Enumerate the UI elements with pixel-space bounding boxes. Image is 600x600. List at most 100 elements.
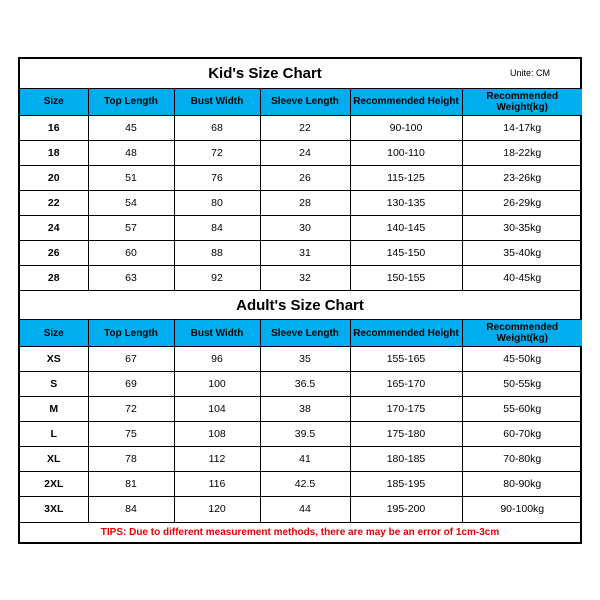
table-cell: 70-80kg bbox=[462, 447, 582, 472]
table-cell: 57 bbox=[88, 215, 174, 240]
table-row: 2XL8111642.5185-19580-90kg bbox=[20, 472, 582, 497]
table-cell: 165-170 bbox=[350, 372, 462, 397]
table-cell: 35 bbox=[260, 347, 350, 372]
table-cell: 42.5 bbox=[260, 472, 350, 497]
table-cell: 16 bbox=[20, 115, 88, 140]
table-row: XL7811241180-18570-80kg bbox=[20, 447, 582, 472]
table-cell: 185-195 bbox=[350, 472, 462, 497]
table-cell: 155-165 bbox=[350, 347, 462, 372]
table-cell: 150-155 bbox=[350, 265, 462, 290]
table-row: 3XL8412044195-20090-100kg bbox=[20, 497, 582, 522]
table-cell: 108 bbox=[174, 422, 260, 447]
table-cell: 36.5 bbox=[260, 372, 350, 397]
table-cell: 96 bbox=[174, 347, 260, 372]
table-cell: 18-22kg bbox=[462, 140, 582, 165]
table-cell: 2XL bbox=[20, 472, 88, 497]
table-cell: 41 bbox=[260, 447, 350, 472]
table-cell: 22 bbox=[260, 115, 350, 140]
table-cell: 195-200 bbox=[350, 497, 462, 522]
table-cell: 50-55kg bbox=[462, 372, 582, 397]
table-cell: 14-17kg bbox=[462, 115, 582, 140]
table-cell: 28 bbox=[260, 190, 350, 215]
table-cell: 20 bbox=[20, 165, 88, 190]
table-cell: 39.5 bbox=[260, 422, 350, 447]
table-cell: 45-50kg bbox=[462, 347, 582, 372]
table-cell: 18 bbox=[20, 140, 88, 165]
table-cell: M bbox=[20, 397, 88, 422]
table-cell: 80-90kg bbox=[462, 472, 582, 497]
table-cell: 35-40kg bbox=[462, 240, 582, 265]
table-row: S6910036.5165-17050-55kg bbox=[20, 372, 582, 397]
table-cell: 170-175 bbox=[350, 397, 462, 422]
table-cell: 90-100kg bbox=[462, 497, 582, 522]
table-cell: 28 bbox=[20, 265, 88, 290]
col-header: Top Length bbox=[88, 89, 174, 116]
table-cell: 40-45kg bbox=[462, 265, 582, 290]
table-cell: 24 bbox=[20, 215, 88, 240]
table-cell: 112 bbox=[174, 447, 260, 472]
table-cell: 26 bbox=[20, 240, 88, 265]
table-cell: 81 bbox=[88, 472, 174, 497]
table-cell: 90-100 bbox=[350, 115, 462, 140]
adults-table: Size Top Length Bust Width Sleeve Length… bbox=[20, 320, 582, 522]
table-cell: 68 bbox=[174, 115, 260, 140]
table-cell: 72 bbox=[174, 140, 260, 165]
table-row: 24578430140-14530-35kg bbox=[20, 215, 582, 240]
kids-header-row: Size Top Length Bust Width Sleeve Length… bbox=[20, 89, 582, 116]
table-cell: 69 bbox=[88, 372, 174, 397]
table-cell: 175-180 bbox=[350, 422, 462, 447]
table-cell: 31 bbox=[260, 240, 350, 265]
table-cell: 51 bbox=[88, 165, 174, 190]
table-cell: 75 bbox=[88, 422, 174, 447]
kids-title: Kid's Size Chart bbox=[20, 65, 510, 82]
table-cell: 45 bbox=[88, 115, 174, 140]
col-header: Size bbox=[20, 89, 88, 116]
kids-table: Size Top Length Bust Width Sleeve Length… bbox=[20, 89, 582, 291]
table-cell: 55-60kg bbox=[462, 397, 582, 422]
table-cell: 180-185 bbox=[350, 447, 462, 472]
table-row: 1645682290-10014-17kg bbox=[20, 115, 582, 140]
table-cell: 80 bbox=[174, 190, 260, 215]
table-cell: 30 bbox=[260, 215, 350, 240]
table-cell: 23-26kg bbox=[462, 165, 582, 190]
table-cell: 145-150 bbox=[350, 240, 462, 265]
kids-title-row: Kid's Size Chart Unite: CM bbox=[20, 59, 580, 89]
col-header: Bust Width bbox=[174, 320, 260, 347]
table-cell: XS bbox=[20, 347, 88, 372]
col-header: Recommended Height bbox=[350, 320, 462, 347]
table-row: XS679635155-16545-50kg bbox=[20, 347, 582, 372]
table-cell: XL bbox=[20, 447, 88, 472]
table-cell: 26-29kg bbox=[462, 190, 582, 215]
col-header: Bust Width bbox=[174, 89, 260, 116]
table-cell: 76 bbox=[174, 165, 260, 190]
table-cell: 22 bbox=[20, 190, 88, 215]
size-chart-container: Kid's Size Chart Unite: CM Size Top Leng… bbox=[18, 57, 582, 544]
table-cell: 78 bbox=[88, 447, 174, 472]
table-cell: 38 bbox=[260, 397, 350, 422]
col-header: Recommended Weight(kg) bbox=[462, 89, 582, 116]
col-header: Recommended Height bbox=[350, 89, 462, 116]
table-cell: 60-70kg bbox=[462, 422, 582, 447]
table-cell: 24 bbox=[260, 140, 350, 165]
table-cell: L bbox=[20, 422, 88, 447]
table-cell: 120 bbox=[174, 497, 260, 522]
table-cell: 116 bbox=[174, 472, 260, 497]
table-row: 22548028130-13526-29kg bbox=[20, 190, 582, 215]
adults-title-row: Adult's Size Chart bbox=[20, 290, 580, 320]
col-header: Sleeve Length bbox=[260, 89, 350, 116]
table-cell: 60 bbox=[88, 240, 174, 265]
adults-header-row: Size Top Length Bust Width Sleeve Length… bbox=[20, 320, 582, 347]
table-cell: 104 bbox=[174, 397, 260, 422]
table-row: 26608831145-15035-40kg bbox=[20, 240, 582, 265]
table-cell: 3XL bbox=[20, 497, 88, 522]
table-cell: 32 bbox=[260, 265, 350, 290]
table-cell: 100 bbox=[174, 372, 260, 397]
table-cell: 54 bbox=[88, 190, 174, 215]
table-row: 28639232150-15540-45kg bbox=[20, 265, 582, 290]
table-cell: 92 bbox=[174, 265, 260, 290]
table-cell: 63 bbox=[88, 265, 174, 290]
col-header: Size bbox=[20, 320, 88, 347]
table-row: 18487224100-11018-22kg bbox=[20, 140, 582, 165]
adults-title: Adult's Size Chart bbox=[20, 297, 580, 314]
table-cell: 100-110 bbox=[350, 140, 462, 165]
